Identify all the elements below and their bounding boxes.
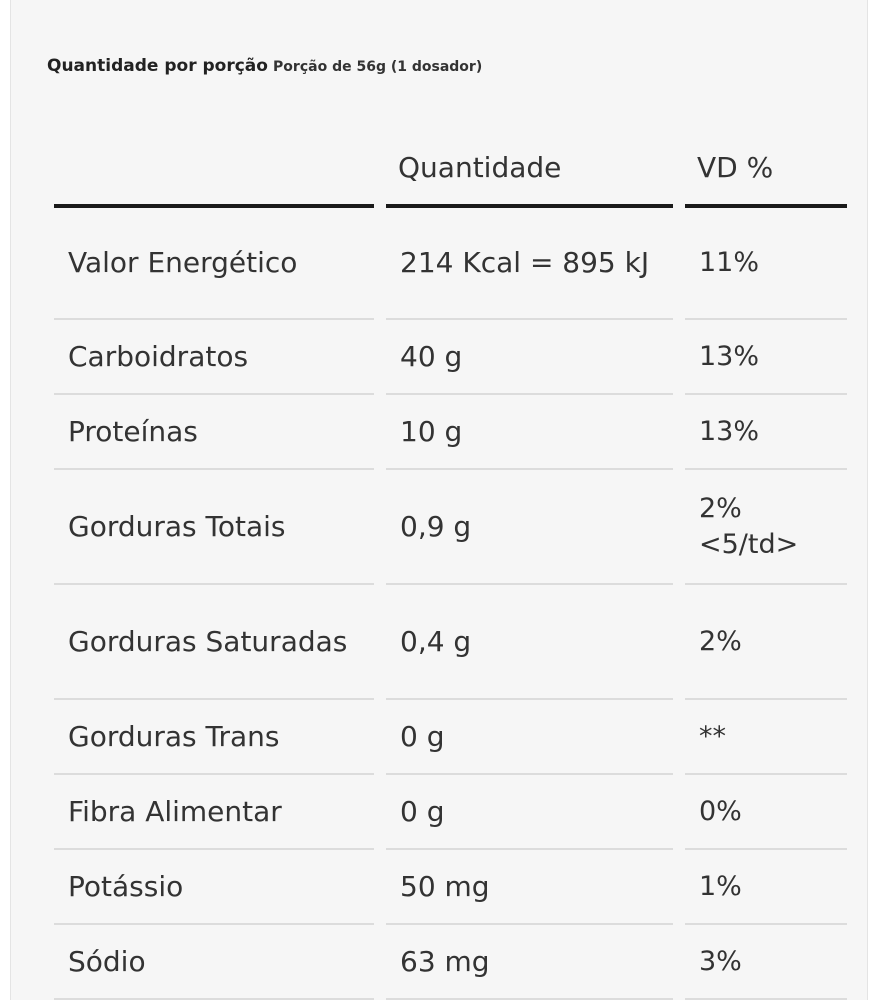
table-row: Valor Energético 214 Kcal = 895 kJ 11% <box>54 208 847 320</box>
table-header-row: Quantidade VD % <box>54 130 847 208</box>
nutrient-name: Potássio <box>54 850 374 925</box>
nutrient-name: Gorduras Saturadas <box>54 585 374 700</box>
nutrition-table: Quantidade VD % Valor Energético 214 Kca… <box>42 130 859 1000</box>
nutrient-amount: 214 Kcal = 895 kJ <box>386 208 673 320</box>
table-row: Carboidratos 40 g 13% <box>54 320 847 395</box>
nutrient-amount: 0,9 g <box>386 470 673 585</box>
table-row: Gorduras Saturadas 0,4 g 2% <box>54 585 847 700</box>
table-row: Proteínas 10 g 13% <box>54 395 847 470</box>
nutrient-daily-value: ** <box>685 700 847 775</box>
nutrient-daily-value: 0% <box>685 775 847 850</box>
nutrient-name: Gorduras Trans <box>54 700 374 775</box>
nutrient-amount: 10 g <box>386 395 673 470</box>
nutrient-name: Sódio <box>54 925 374 1000</box>
nutrient-amount: 40 g <box>386 320 673 395</box>
table-row: Gorduras Totais 0,9 g 2% <5/td> <box>54 470 847 585</box>
nutrient-amount: 63 mg <box>386 925 673 1000</box>
nutrient-amount: 0 g <box>386 700 673 775</box>
nutrient-amount: 50 mg <box>386 850 673 925</box>
nutrient-amount: 0,4 g <box>386 585 673 700</box>
table-row: Fibra Alimentar 0 g 0% <box>54 775 847 850</box>
nutrient-name: Valor Energético <box>54 208 374 320</box>
table-row: Gorduras Trans 0 g ** <box>54 700 847 775</box>
header-quantity: Quantidade <box>386 130 673 208</box>
nutrient-name: Gorduras Totais <box>54 470 374 585</box>
nutrient-daily-value: 11% <box>685 208 847 320</box>
serving-size: Porção de 56g (1 dosador) <box>273 59 483 75</box>
nutrient-daily-value: 2% <box>685 585 847 700</box>
nutrient-name: Carboidratos <box>54 320 374 395</box>
serving-label: Quantidade por porção <box>47 56 268 76</box>
serving-info: Quantidade por porção Porção de 56g (1 d… <box>47 56 482 76</box>
nutrient-name: Fibra Alimentar <box>54 775 374 850</box>
nutrient-daily-value: 2% <5/td> <box>685 470 847 585</box>
header-nutrient <box>54 130 374 208</box>
nutrient-daily-value: 13% <box>685 395 847 470</box>
nutrient-daily-value: 3% <box>685 925 847 1000</box>
nutrient-amount: 0 g <box>386 775 673 850</box>
nutrient-name: Proteínas <box>54 395 374 470</box>
nutrient-daily-value: 1% <box>685 850 847 925</box>
nutrition-panel: Quantidade por porção Porção de 56g (1 d… <box>10 0 868 1000</box>
table-row: Potássio 50 mg 1% <box>54 850 847 925</box>
header-daily-value: VD % <box>685 130 847 208</box>
table-row: Sódio 63 mg 3% <box>54 925 847 1000</box>
nutrient-daily-value: 13% <box>685 320 847 395</box>
